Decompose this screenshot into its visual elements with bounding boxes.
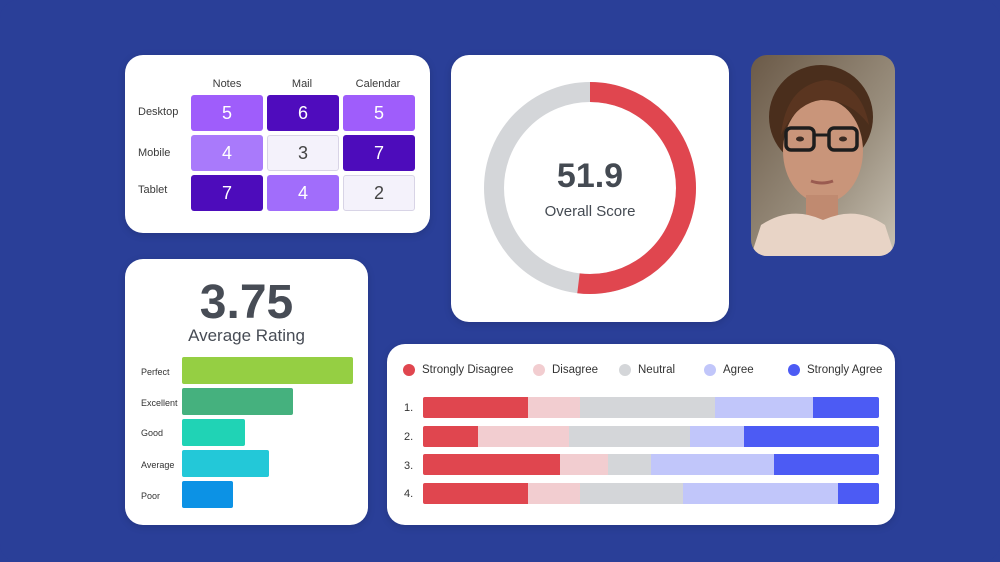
likert-bar-row-1	[423, 397, 879, 418]
likert-segment-disagree	[477, 426, 569, 447]
legend-disagree: Disagree	[533, 364, 598, 376]
heatmap-cell: 7	[191, 175, 263, 211]
likert-segment-strongly-disagree	[423, 483, 528, 504]
likert-row-label: 1.	[404, 402, 414, 414]
likert-segment-disagree	[527, 483, 581, 504]
rating-bar-label: Poor	[141, 491, 161, 501]
likert-segment-agree	[714, 397, 813, 418]
heatmap-column-mail: Mail	[291, 78, 313, 90]
rating-bar-perfect	[182, 357, 353, 384]
likert-segment-strongly-agree	[744, 426, 879, 447]
likert-segment-neutral	[580, 483, 683, 504]
heatmap-cell: 5	[343, 95, 415, 131]
rating-bar-average	[182, 450, 269, 477]
likert-segment-strongly-agree	[837, 483, 879, 504]
heatmap-row-tablet: Tablet	[138, 184, 168, 196]
legend-dot	[788, 364, 800, 376]
rating-bar-good	[182, 419, 245, 446]
average-rating-card: 3.75 Average Rating Perfect Excellent Go…	[125, 259, 368, 525]
likert-segment-strongly-disagree	[423, 426, 478, 447]
rating-bar-label: Average	[141, 460, 175, 470]
likert-segment-strongly-agree	[812, 397, 879, 418]
rating-bar-label: Good	[141, 428, 164, 438]
heatmap-row-desktop: Desktop	[138, 106, 179, 118]
legend-dot	[403, 364, 415, 376]
score-donut-chart	[484, 82, 696, 294]
legend-agree: Agree	[704, 364, 754, 376]
heatmap-cell: 3	[267, 135, 339, 171]
legend-neutral: Neutral	[619, 364, 675, 376]
likert-segment-neutral	[607, 454, 651, 475]
likert-segment-strongly-agree	[774, 454, 879, 475]
donut-fill	[484, 82, 696, 294]
heatmap-card: Notes Mail Calendar Desktop Mobile Table…	[125, 55, 430, 233]
likert-segment-agree	[689, 426, 745, 447]
legend-dot	[533, 364, 545, 376]
overall-score-label: Overall Score	[544, 203, 636, 220]
heatmap-column-calendar: Calendar	[355, 78, 401, 90]
likert-chart-card: Strongly Disagree Disagree Neutral Agree…	[387, 344, 895, 525]
likert-segment-strongly-disagree	[423, 454, 560, 475]
rating-bar-excellent	[182, 388, 293, 415]
rating-bar-poor	[182, 481, 233, 508]
heatmap-cell: 7	[343, 135, 415, 171]
likert-segment-neutral	[580, 397, 715, 418]
heatmap-column-notes: Notes	[212, 78, 242, 90]
legend-dot	[704, 364, 716, 376]
rating-bar-label: Perfect	[141, 367, 170, 377]
average-rating-label: Average Rating	[188, 326, 305, 345]
heatmap-cell: 2	[343, 175, 415, 211]
likert-segment-disagree	[559, 454, 608, 475]
likert-bar-row-2	[423, 426, 879, 447]
heatmap-cell: 6	[267, 95, 339, 131]
likert-row-label: 4.	[404, 488, 414, 500]
likert-bar-row-3	[423, 454, 879, 475]
likert-bar-row-4	[423, 483, 879, 504]
likert-segment-agree	[650, 454, 775, 475]
overall-score-card: 51.9 Overall Score	[451, 55, 729, 322]
likert-segment-agree	[682, 483, 838, 504]
heatmap-row-mobile: Mobile	[138, 147, 171, 159]
participant-photo	[751, 55, 895, 256]
rating-bar-label: Excellent	[141, 398, 178, 408]
legend-strongly-agree: Strongly Agree	[788, 364, 882, 376]
legend-dot	[619, 364, 631, 376]
average-rating-value: 3.75	[199, 276, 294, 329]
overall-score-value: 51.9	[556, 157, 624, 195]
likert-segment-strongly-disagree	[423, 397, 528, 418]
legend-strongly-disagree: Strongly Disagree	[403, 364, 513, 376]
heatmap-cell: 5	[191, 95, 263, 131]
likert-segment-disagree	[527, 397, 581, 418]
likert-row-label: 2.	[404, 431, 414, 443]
heatmap-cell: 4	[191, 135, 263, 171]
heatmap-cell: 4	[267, 175, 339, 211]
likert-segment-neutral	[568, 426, 690, 447]
likert-row-label: 3.	[404, 460, 414, 472]
